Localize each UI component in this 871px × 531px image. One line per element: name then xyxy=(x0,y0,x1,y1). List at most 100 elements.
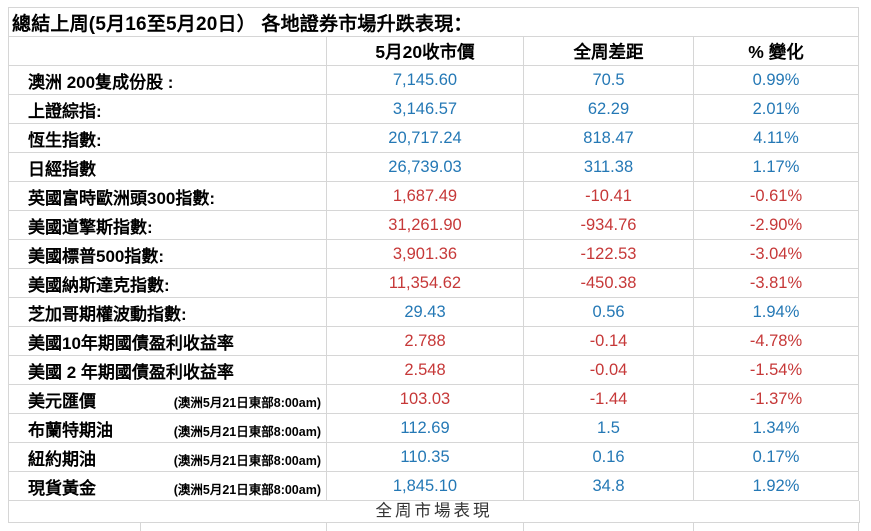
row-label: 恆生指數: xyxy=(28,130,102,150)
close-price-cell[interactable]: 7,145.60 xyxy=(326,65,524,95)
week-change-cell[interactable]: -0.14 xyxy=(523,326,694,356)
gridline-stub xyxy=(523,523,524,531)
header-close-price[interactable]: 5月20收市價 xyxy=(326,36,524,66)
gridline-stub xyxy=(326,523,327,531)
table-row: 美國10年期國債盈利收益率 2.788 -0.14 -4.78% xyxy=(8,326,860,356)
label-cell[interactable]: 美國10年期國債盈利收益率 xyxy=(8,326,327,356)
label-cell[interactable]: 澳洲 200隻成份股 : xyxy=(8,65,327,95)
pct-change-cell[interactable]: 1.34% xyxy=(693,413,860,443)
pct-change-cell[interactable]: 0.17% xyxy=(693,442,860,472)
table-row: 上證綜指: 3,146.57 62.29 2.01% xyxy=(8,94,860,124)
table-row: 美國 2 年期國債盈利收益率 2.548 -0.04 -1.54% xyxy=(8,355,860,385)
row-label: 英國富時歐洲頭300指數: xyxy=(28,188,216,208)
week-change-cell[interactable]: -934.76 xyxy=(523,210,694,240)
week-change-cell[interactable]: -1.44 xyxy=(523,384,694,414)
pct-change-cell[interactable]: -3.81% xyxy=(693,268,860,298)
label-cell[interactable]: 紐約期油 (澳洲5月21日東部8:00am) xyxy=(8,442,327,472)
week-change-cell[interactable]: -0.04 xyxy=(523,355,694,385)
pct-change-cell[interactable]: 4.11% xyxy=(693,123,860,153)
row-label: 布蘭特期油 xyxy=(28,420,113,440)
close-price-cell[interactable]: 103.03 xyxy=(326,384,524,414)
header-row: 5月20收市價 全周差距 % 變化 xyxy=(8,36,860,66)
close-price-cell[interactable]: 29.43 xyxy=(326,297,524,327)
close-price-cell[interactable]: 2.788 xyxy=(326,326,524,356)
week-change-cell[interactable]: 0.16 xyxy=(523,442,694,472)
label-cell[interactable]: 美元匯價 (澳洲5月21日東部8:00am) xyxy=(8,384,327,414)
row-note: (澳洲5月21日東部8:00am) xyxy=(173,424,321,439)
title-row: 總結上周(5月16至5月20日） 各地證券市場升跌表現： xyxy=(8,7,860,37)
table-row: 英國富時歐洲頭300指數: 1,687.49 -10.41 -0.61% xyxy=(8,181,860,211)
pct-change-cell[interactable]: 1.17% xyxy=(693,152,860,182)
row-label: 芝加哥期權波動指數: xyxy=(28,304,187,324)
table-row: 紐約期油 (澳洲5月21日東部8:00am) 110.35 0.16 0.17% xyxy=(8,442,860,472)
week-change-cell[interactable]: 0.56 xyxy=(523,297,694,327)
label-cell[interactable]: 美國標普500指數: xyxy=(8,239,327,269)
row-label: 澳洲 200隻成份股 : xyxy=(28,72,174,92)
table-row: 澳洲 200隻成份股 : 7,145.60 70.5 0.99% xyxy=(8,65,860,95)
label-cell[interactable]: 美國 2 年期國債盈利收益率 xyxy=(8,355,327,385)
table-row: 日經指數 26,739.03 311.38 1.17% xyxy=(8,152,860,182)
close-price-cell[interactable]: 3,146.57 xyxy=(326,94,524,124)
footer-caption: 全周市場表現 xyxy=(8,501,860,523)
header-week-change[interactable]: 全周差距 xyxy=(523,36,694,66)
label-cell[interactable]: 日經指數 xyxy=(8,152,327,182)
row-note: (澳洲5月21日東部8:00am) xyxy=(173,453,321,468)
close-price-cell[interactable]: 2.548 xyxy=(326,355,524,385)
pct-change-cell[interactable]: 2.01% xyxy=(693,94,860,124)
week-change-cell[interactable]: 34.8 xyxy=(523,471,694,501)
close-price-cell[interactable]: 1,845.10 xyxy=(326,471,524,501)
row-label: 紐約期油 xyxy=(28,449,96,469)
gridline-stub xyxy=(140,523,141,531)
header-empty-cell[interactable] xyxy=(8,36,327,66)
pct-change-cell[interactable]: 1.94% xyxy=(693,297,860,327)
table-row: 美元匯價 (澳洲5月21日東部8:00am) 103.03 -1.44 -1.3… xyxy=(8,384,860,414)
week-change-cell[interactable]: 62.29 xyxy=(523,94,694,124)
row-label: 美國標普500指數: xyxy=(28,246,165,266)
week-change-cell[interactable]: 70.5 xyxy=(523,65,694,95)
row-label: 美國納斯達克指數: xyxy=(28,275,170,295)
row-label: 現貨黃金 xyxy=(28,478,96,498)
label-cell[interactable]: 恆生指數: xyxy=(8,123,327,153)
pct-change-cell[interactable]: -2.90% xyxy=(693,210,860,240)
close-price-cell[interactable]: 26,739.03 xyxy=(326,152,524,182)
week-change-cell[interactable]: -10.41 xyxy=(523,181,694,211)
page-title[interactable]: 總結上周(5月16至5月20日） 各地證券市場升跌表現： xyxy=(8,7,860,37)
gridline-stub xyxy=(858,523,859,531)
pct-change-cell[interactable]: 1.92% xyxy=(693,471,860,501)
pct-change-cell[interactable]: 0.99% xyxy=(693,65,860,95)
close-price-cell[interactable]: 112.69 xyxy=(326,413,524,443)
label-cell[interactable]: 美國道擎斯指數: xyxy=(8,210,327,240)
pct-change-cell[interactable]: -0.61% xyxy=(693,181,860,211)
label-cell[interactable]: 布蘭特期油 (澳洲5月21日東部8:00am) xyxy=(8,413,327,443)
table-row: 現貨黃金 (澳洲5月21日東部8:00am) 1,845.10 34.8 1.9… xyxy=(8,471,860,501)
week-change-cell[interactable]: 818.47 xyxy=(523,123,694,153)
table-row: 美國納斯達克指數: 11,354.62 -450.38 -3.81% xyxy=(8,268,860,298)
pct-change-cell[interactable]: -4.78% xyxy=(693,326,860,356)
close-price-cell[interactable]: 11,354.62 xyxy=(326,268,524,298)
close-price-cell[interactable]: 20,717.24 xyxy=(326,123,524,153)
pct-change-cell[interactable]: -3.04% xyxy=(693,239,860,269)
header-pct-change[interactable]: % 變化 xyxy=(693,36,860,66)
close-price-cell[interactable]: 110.35 xyxy=(326,442,524,472)
row-label: 美元匯價 xyxy=(28,391,96,411)
row-label: 上證綜指: xyxy=(28,101,102,121)
table-row: 恆生指數: 20,717.24 818.47 4.11% xyxy=(8,123,860,153)
close-price-cell[interactable]: 3,901.36 xyxy=(326,239,524,269)
week-change-cell[interactable]: 311.38 xyxy=(523,152,694,182)
label-cell[interactable]: 美國納斯達克指數: xyxy=(8,268,327,298)
label-cell[interactable]: 芝加哥期權波動指數: xyxy=(8,297,327,327)
label-cell[interactable]: 英國富時歐洲頭300指數: xyxy=(8,181,327,211)
row-label: 美國10年期國債盈利收益率 xyxy=(28,333,234,353)
table-row: 芝加哥期權波動指數: 29.43 0.56 1.94% xyxy=(8,297,860,327)
close-price-cell[interactable]: 31,261.90 xyxy=(326,210,524,240)
week-change-cell[interactable]: 1.5 xyxy=(523,413,694,443)
close-price-cell[interactable]: 1,687.49 xyxy=(326,181,524,211)
label-cell[interactable]: 現貨黃金 (澳洲5月21日東部8:00am) xyxy=(8,471,327,501)
pct-change-cell[interactable]: -1.37% xyxy=(693,384,860,414)
week-change-cell[interactable]: -450.38 xyxy=(523,268,694,298)
pct-change-cell[interactable]: -1.54% xyxy=(693,355,860,385)
week-change-cell[interactable]: -122.53 xyxy=(523,239,694,269)
row-label: 美國道擎斯指數: xyxy=(28,217,153,237)
label-cell[interactable]: 上證綜指: xyxy=(8,94,327,124)
